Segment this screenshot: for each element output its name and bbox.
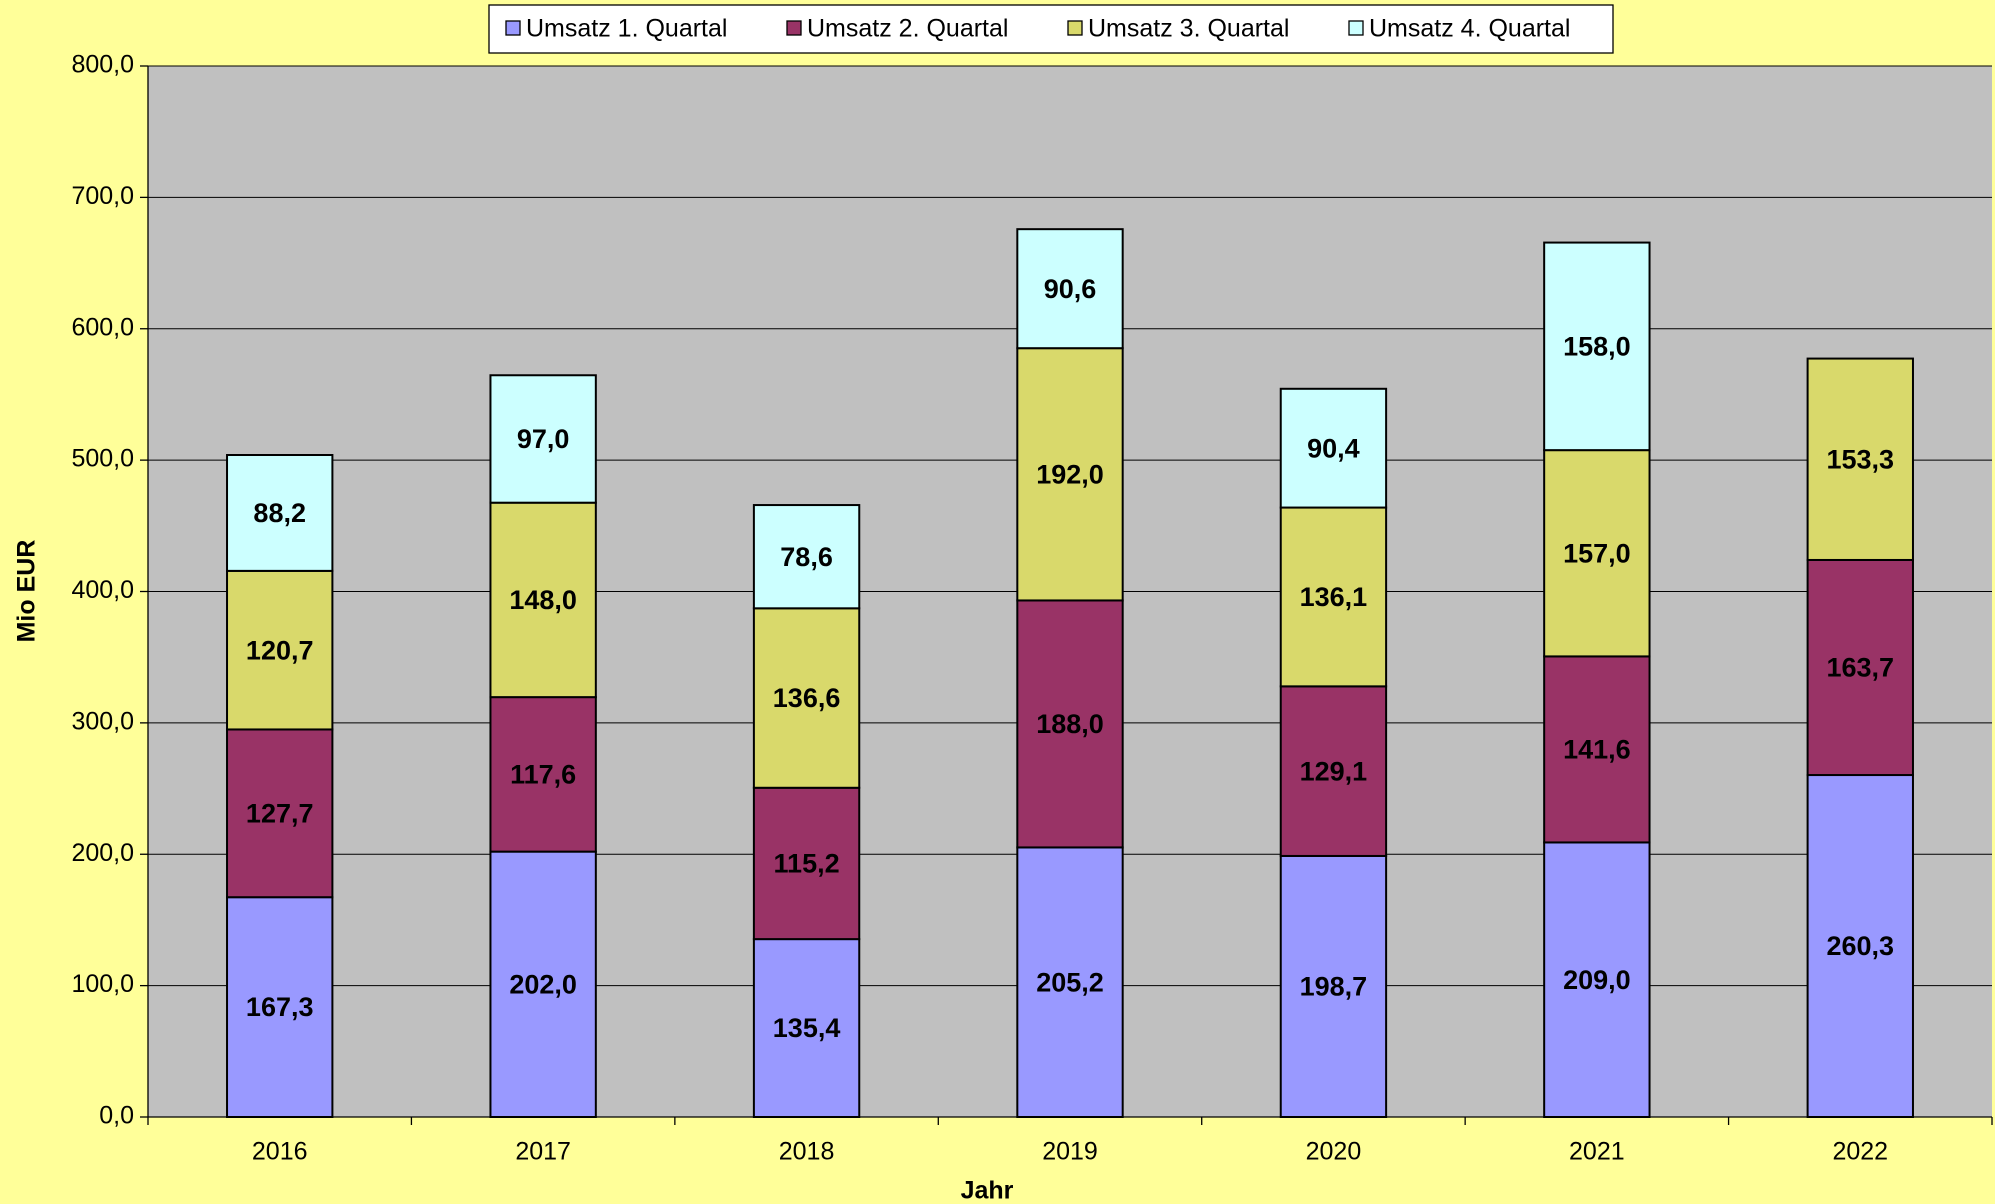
bar-segment bbox=[1016, 599, 1124, 849]
legend-label: Umsatz 3. Quartal bbox=[1088, 15, 1289, 43]
data-label: 260,3 bbox=[1826, 931, 1894, 961]
bar-segment bbox=[1279, 387, 1388, 509]
y-tick-label: 500,0 bbox=[71, 445, 134, 473]
data-label: 153,3 bbox=[1826, 444, 1894, 474]
data-label: 136,1 bbox=[1300, 582, 1368, 612]
legend-label: Umsatz 2. Quartal bbox=[807, 15, 1008, 43]
y-tick-label: 800,0 bbox=[71, 51, 134, 79]
legend-swatch bbox=[1348, 20, 1364, 36]
bar-segment bbox=[226, 454, 334, 572]
bar-segment bbox=[1543, 841, 1651, 1119]
y-tick-label: 700,0 bbox=[71, 182, 134, 210]
data-label: 148,0 bbox=[509, 585, 577, 615]
bar-segment bbox=[1543, 241, 1651, 452]
bar-segment bbox=[1016, 846, 1124, 1119]
data-label: 209,0 bbox=[1563, 965, 1631, 995]
x-axis-title: Jahr bbox=[961, 1177, 1014, 1204]
data-label: 97,0 bbox=[517, 424, 570, 454]
data-label: 167,3 bbox=[246, 992, 314, 1022]
legend-swatch bbox=[1067, 20, 1083, 36]
x-tick-label: 2019 bbox=[1042, 1138, 1098, 1166]
data-label: 205,2 bbox=[1036, 967, 1104, 997]
data-label: 129,1 bbox=[1300, 756, 1368, 786]
bar-segment bbox=[1279, 506, 1388, 688]
y-axis-title: Mio EUR bbox=[13, 540, 41, 643]
y-tick-label: 400,0 bbox=[71, 576, 134, 604]
bar-segment bbox=[752, 504, 861, 610]
data-label: 198,7 bbox=[1300, 972, 1368, 1002]
legend-label: Umsatz 1. Quartal bbox=[526, 15, 727, 43]
bar-segment bbox=[1279, 854, 1388, 1118]
data-label: 192,0 bbox=[1036, 459, 1104, 489]
bar-segment bbox=[1016, 347, 1124, 602]
bar-segment bbox=[752, 607, 861, 789]
data-label: 90,6 bbox=[1044, 274, 1097, 304]
x-tick-label: 2018 bbox=[779, 1138, 835, 1166]
bar-segment bbox=[1016, 228, 1124, 350]
bar-segment bbox=[226, 728, 334, 899]
bar-segment bbox=[489, 850, 597, 1118]
data-label: 163,7 bbox=[1826, 653, 1894, 683]
data-label: 202,0 bbox=[509, 969, 577, 999]
x-tick-label: 2021 bbox=[1569, 1138, 1625, 1166]
data-label: 78,6 bbox=[780, 542, 833, 572]
legend-swatch bbox=[505, 20, 521, 36]
data-label: 120,7 bbox=[246, 635, 314, 665]
legend-label: Umsatz 4. Quartal bbox=[1369, 15, 1570, 43]
data-label: 88,2 bbox=[253, 498, 306, 528]
legend-box bbox=[488, 4, 1614, 54]
data-label: 158,0 bbox=[1563, 331, 1631, 361]
bar-segment bbox=[1543, 449, 1651, 658]
x-tick-label: 2016 bbox=[252, 1138, 308, 1166]
y-tick-label: 0,0 bbox=[99, 1102, 134, 1130]
y-tick-label: 600,0 bbox=[71, 313, 134, 341]
x-tick-label: 2017 bbox=[515, 1138, 571, 1166]
bar-segment bbox=[489, 501, 597, 699]
data-label: 135,4 bbox=[773, 1013, 841, 1043]
bar-segment bbox=[226, 569, 334, 731]
y-tick-label: 200,0 bbox=[71, 839, 134, 867]
bar-segment bbox=[489, 696, 597, 853]
x-tick-label: 2022 bbox=[1832, 1138, 1888, 1166]
legend-swatch bbox=[786, 20, 802, 36]
data-label: 115,2 bbox=[774, 849, 840, 879]
bar-segment bbox=[489, 374, 597, 504]
data-label: 90,4 bbox=[1307, 433, 1360, 463]
x-tick-label: 2020 bbox=[1306, 1138, 1362, 1166]
bar-segment bbox=[1543, 655, 1651, 844]
data-label: 136,6 bbox=[773, 683, 841, 713]
y-tick-label: 100,0 bbox=[71, 970, 134, 998]
data-label: 157,0 bbox=[1563, 538, 1631, 568]
bar-segment bbox=[1806, 357, 1914, 561]
data-label: 141,6 bbox=[1563, 735, 1631, 765]
bar-segment bbox=[1806, 774, 1914, 1118]
bar-segment bbox=[1279, 685, 1388, 857]
data-label: 188,0 bbox=[1036, 709, 1104, 739]
data-label: 127,7 bbox=[246, 798, 314, 828]
y-tick-label: 300,0 bbox=[71, 707, 134, 735]
data-label: 117,6 bbox=[510, 759, 576, 789]
